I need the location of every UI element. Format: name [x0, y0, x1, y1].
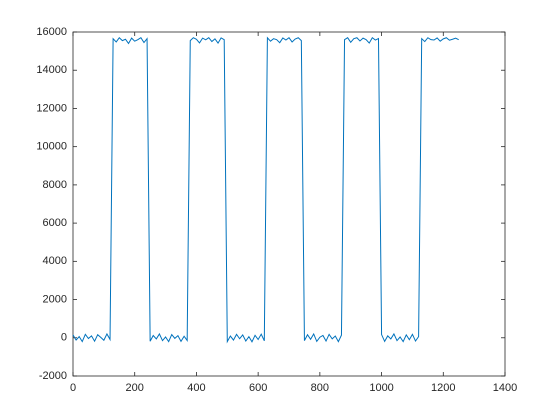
x-tick-label: 800	[311, 382, 329, 394]
x-tick-label: 400	[187, 382, 205, 394]
y-tick-label: 6000	[43, 217, 67, 229]
x-tick-label: 1400	[493, 382, 517, 394]
x-tick-label: 1000	[369, 382, 393, 394]
y-tick-label: 10000	[36, 141, 67, 153]
y-tick-label: 2000	[43, 293, 67, 305]
y-tick-label: 16000	[36, 26, 67, 38]
y-tick-label: 8000	[43, 179, 67, 191]
data-line	[72, 36, 459, 344]
x-tick-label: 600	[249, 382, 267, 394]
plot-area	[72, 31, 506, 377]
x-tick-label: 200	[126, 382, 144, 394]
y-tick-label: 0	[61, 332, 67, 344]
y-tick-label: 14000	[36, 64, 67, 76]
y-tick-label: 4000	[43, 255, 67, 267]
x-tick-label: 1200	[431, 382, 455, 394]
y-tick-label: -2000	[39, 370, 67, 382]
x-tick-label: 0	[70, 382, 76, 394]
y-tick-label: 12000	[36, 102, 67, 114]
